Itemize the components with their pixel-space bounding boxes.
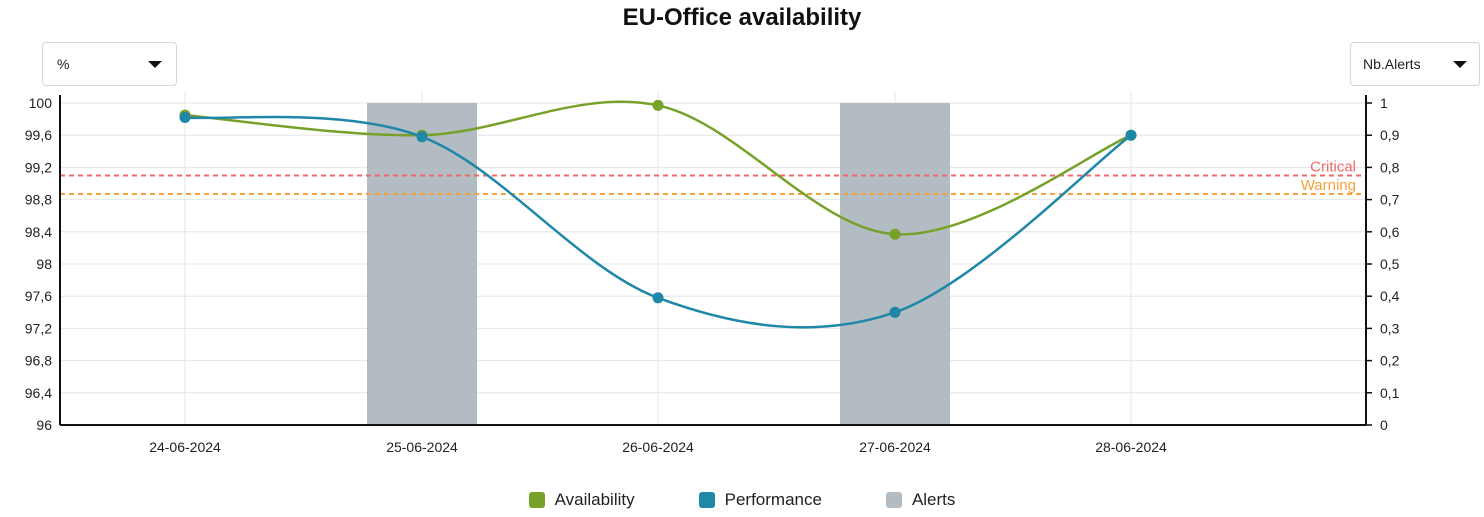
x-tick-label: 24-06-2024 [149, 439, 221, 455]
threshold-label: Warning [1301, 177, 1356, 194]
right-axis-metric-select[interactable]: Nb.Alerts [1350, 42, 1480, 86]
legend-label: Availability [554, 490, 635, 509]
y-right-tick-label: 0,7 [1380, 192, 1400, 208]
y-left-tick-label: 99,6 [25, 127, 52, 143]
y-right-tick-label: 0,8 [1380, 159, 1400, 175]
chevron-down-icon [148, 60, 162, 68]
left-axis-metric-select[interactable]: % [42, 42, 177, 86]
y-left-tick-label: 100 [29, 95, 53, 111]
performance-point [179, 111, 191, 123]
legend-item-alerts[interactable]: Alerts [885, 490, 956, 510]
y-right-tick-label: 0,9 [1380, 127, 1400, 143]
availability-point [652, 99, 664, 111]
availability-line [184, 100, 1132, 236]
legend-label: Performance [724, 490, 822, 509]
x-tick-label: 27-06-2024 [859, 439, 931, 455]
left-select-value: % [57, 56, 70, 72]
chart-legend: Availability Performance Alerts [0, 490, 1484, 510]
y-left-tick-label: 98,8 [25, 192, 52, 208]
y-right-tick-label: 0,1 [1380, 385, 1400, 401]
y-left-tick-label: 96,4 [25, 385, 52, 401]
y-right-tick-label: 0,4 [1380, 288, 1400, 304]
x-tick-label: 26-06-2024 [622, 439, 694, 455]
performance-point [416, 131, 428, 143]
y-right-tick-label: 0,3 [1380, 320, 1400, 336]
alert-bar [840, 103, 950, 425]
availability-swatch-icon [528, 492, 545, 508]
y-right-tick-label: 1 [1380, 95, 1388, 111]
performance-point [889, 306, 901, 318]
chevron-down-icon [1453, 60, 1467, 68]
y-right-tick-label: 0,5 [1380, 256, 1400, 272]
y-left-tick-label: 98 [36, 256, 52, 272]
performance-point [652, 292, 664, 304]
y-right-tick-label: 0,2 [1380, 353, 1400, 369]
performance-point [1125, 129, 1137, 141]
y-right-tick-label: 0,6 [1380, 224, 1400, 240]
y-left-tick-label: 99,2 [25, 159, 52, 175]
legend-item-performance[interactable]: Performance [698, 490, 822, 510]
availability-point [889, 228, 901, 240]
alerts-swatch-icon [885, 492, 902, 508]
legend-label: Alerts [911, 490, 956, 509]
performance-swatch-icon [698, 492, 715, 508]
right-select-value: Nb.Alerts [1363, 56, 1421, 72]
y-left-tick-label: 97,2 [25, 320, 52, 336]
y-right-tick-label: 0 [1380, 417, 1388, 433]
y-left-tick-label: 96 [36, 417, 52, 433]
y-left-tick-label: 96,8 [25, 353, 52, 369]
legend-item-availability[interactable]: Availability [528, 490, 635, 510]
y-left-tick-label: 98,4 [25, 224, 52, 240]
threshold-label: Critical [1310, 158, 1356, 175]
alert-bar [367, 103, 477, 425]
x-tick-label: 28-06-2024 [1095, 439, 1167, 455]
chart-title: EU-Office availability [622, 4, 862, 31]
y-left-tick-label: 97,6 [25, 288, 52, 304]
x-tick-label: 25-06-2024 [386, 439, 458, 455]
